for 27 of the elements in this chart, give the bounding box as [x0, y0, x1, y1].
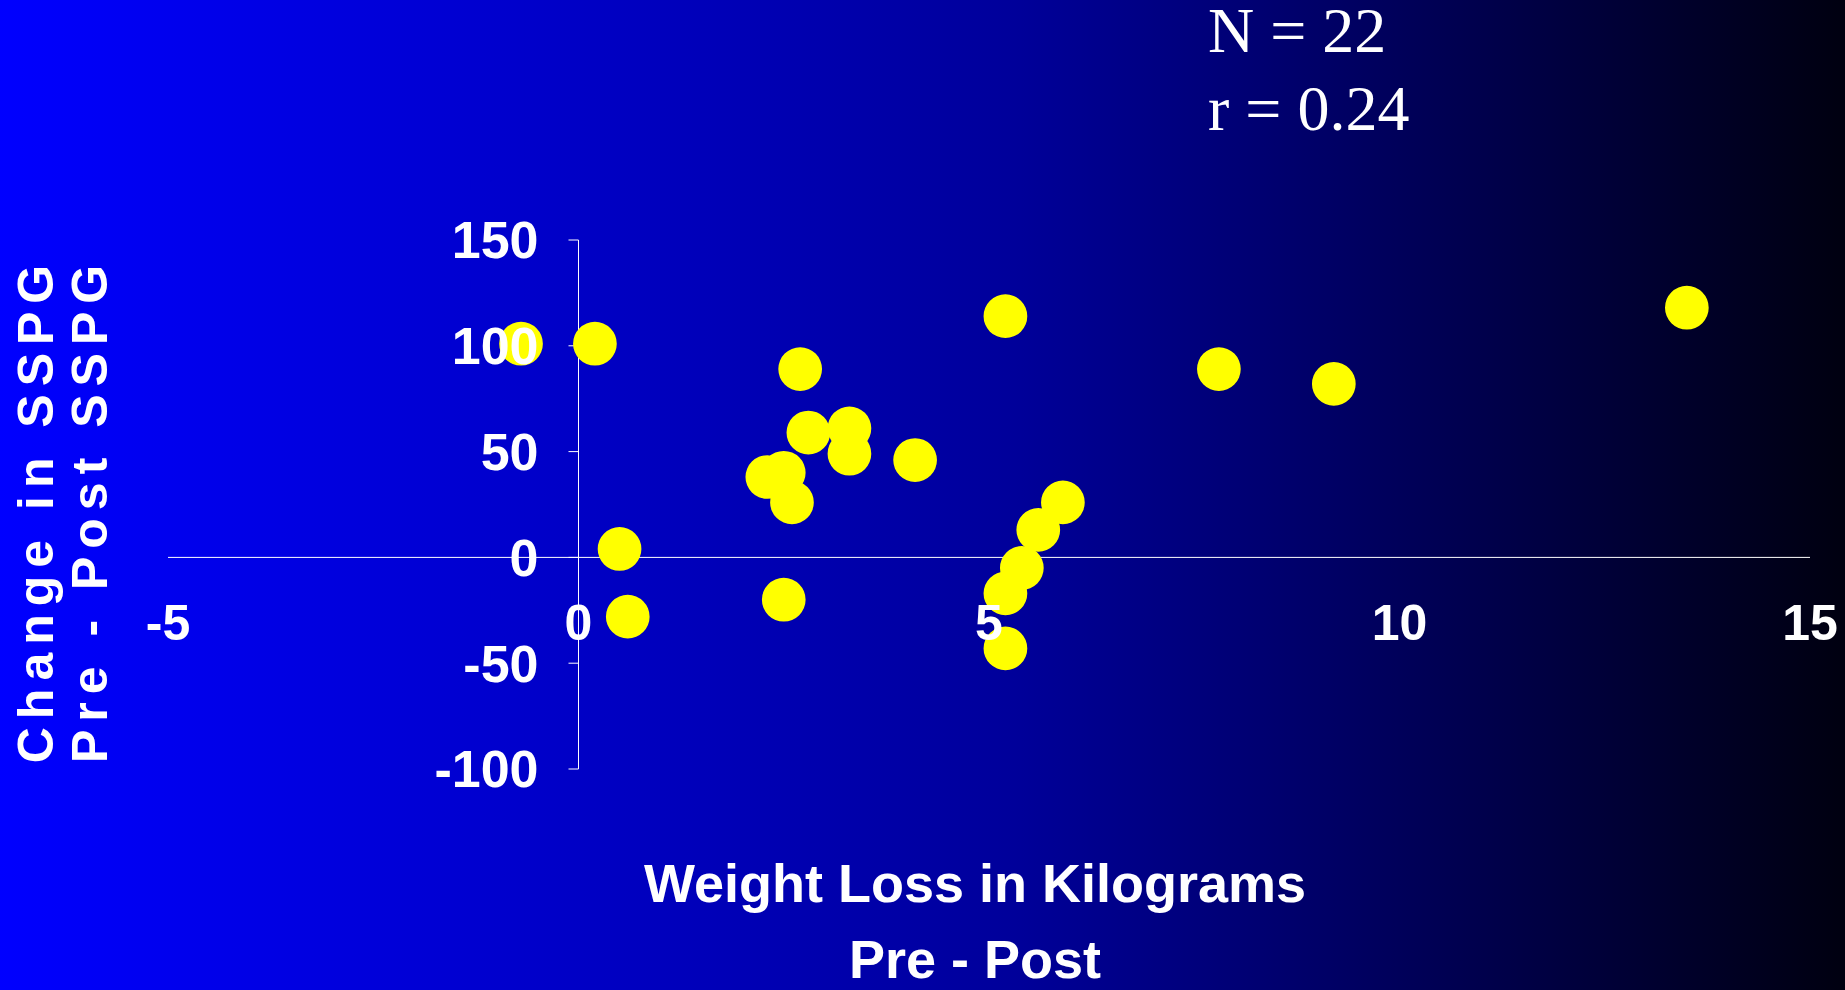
y-axis-title: Change in SSPG Pre - Post SSPG: [8, 256, 118, 764]
x-tick-label: 5: [975, 595, 1003, 652]
point: [1311, 362, 1356, 406]
point: [1665, 285, 1709, 330]
text: N = 22: [1208, 0, 1387, 66]
point: [573, 321, 617, 366]
point: [983, 294, 1028, 338]
x-axis-title: Weight Loss in Kilograms Pre - Post: [643, 853, 1307, 989]
point: [1197, 347, 1241, 391]
x-tick-label: -5: [145, 595, 191, 652]
y-tick-label: 50: [480, 423, 539, 482]
point: [770, 480, 814, 525]
point: [1016, 508, 1061, 552]
point: [893, 438, 937, 482]
y-tick-label: -50: [463, 634, 539, 693]
point: [597, 527, 642, 571]
point: [1041, 480, 1085, 525]
point: [778, 347, 823, 391]
point: [999, 546, 1044, 590]
x-tick-label: 15: [1782, 595, 1838, 652]
y-tick-label: -100: [434, 740, 539, 799]
y-tick-label: 150: [451, 211, 539, 270]
point: [786, 410, 831, 455]
x-tick-label: 10: [1371, 595, 1428, 652]
text: r = 0.24: [1208, 73, 1410, 144]
point: [761, 577, 806, 622]
point: [605, 594, 650, 639]
